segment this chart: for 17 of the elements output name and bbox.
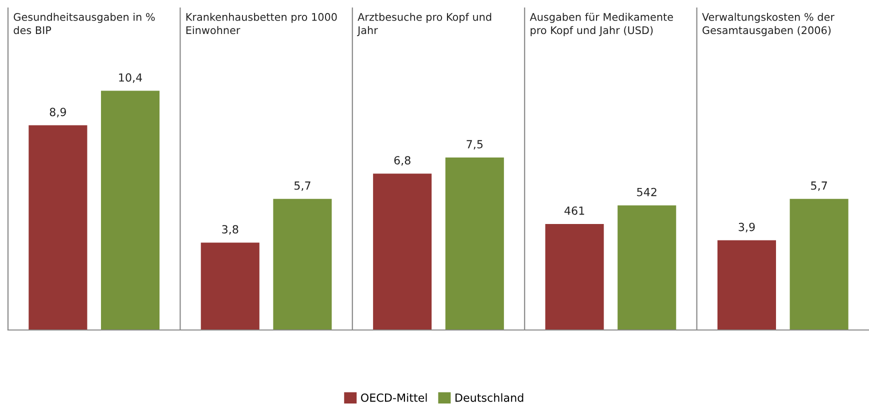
legend-label: Deutschland: [456, 393, 524, 402]
text: Arztbesuche pro Kopf und Jahr: [357, 12, 492, 36]
data-label: 3,8: [222, 225, 238, 235]
text: Verwaltungskosten % der Gesamtausgaben (2006): [702, 12, 834, 36]
data-label: 542: [637, 188, 656, 196]
text: Gesundheitsausgaben in % des BIP: [14, 12, 155, 34]
legend-label: OECD-Mittel: [361, 393, 427, 402]
text: Krankenhausbetten pro 1000 Einwohner: [186, 12, 337, 34]
data-label: 3,9: [738, 222, 755, 232]
data-label: 10,4: [119, 73, 142, 83]
text: Ausgaben für Medikamente pro Kopf und Jahr (USD): [530, 12, 673, 36]
data-label: 5,7: [811, 182, 827, 191]
data-label: 8,9: [50, 108, 66, 118]
data-label: 6,8: [394, 156, 410, 166]
data-label: 461: [564, 206, 584, 215]
data-label: 7,5: [466, 140, 483, 150]
data-label: 5,7: [294, 182, 310, 191]
